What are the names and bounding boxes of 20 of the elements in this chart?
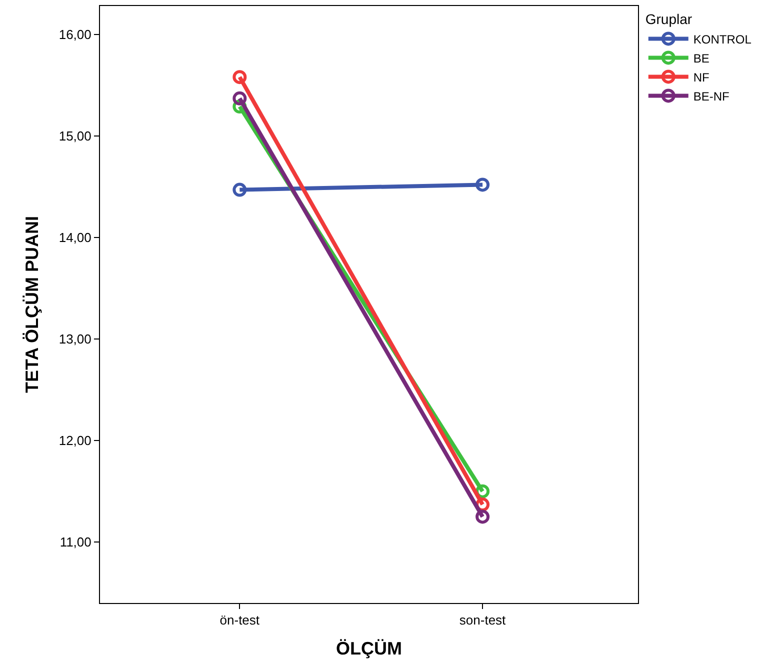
x-axis-title: ÖLÇÜM (336, 638, 402, 659)
x-tick-label: son-test (459, 612, 506, 628)
y-tick-label: 16,00 (58, 26, 92, 42)
legend-title: Gruplar (645, 11, 692, 28)
point (232, 182, 247, 197)
y-tick-label: 11,00 (60, 534, 92, 550)
y-tick-label: 15,00 (58, 128, 92, 144)
legend-label: BE-NF (693, 89, 730, 104)
legend-label: NF (693, 70, 710, 84)
point (232, 70, 247, 84)
legend-label: KONTROL (693, 32, 752, 46)
y-axis-title: TETA ÖLÇÜM PUANI (22, 216, 42, 393)
y-tick-label: 13,00 (58, 332, 92, 347)
y-tick-label: 12,00 (58, 433, 92, 448)
point (476, 510, 490, 524)
x-tick-label: ön-test (220, 612, 260, 628)
legend-label: BE (693, 51, 710, 66)
point (476, 178, 490, 192)
point (232, 91, 247, 106)
y-tick-label: 14,00 (58, 230, 92, 246)
